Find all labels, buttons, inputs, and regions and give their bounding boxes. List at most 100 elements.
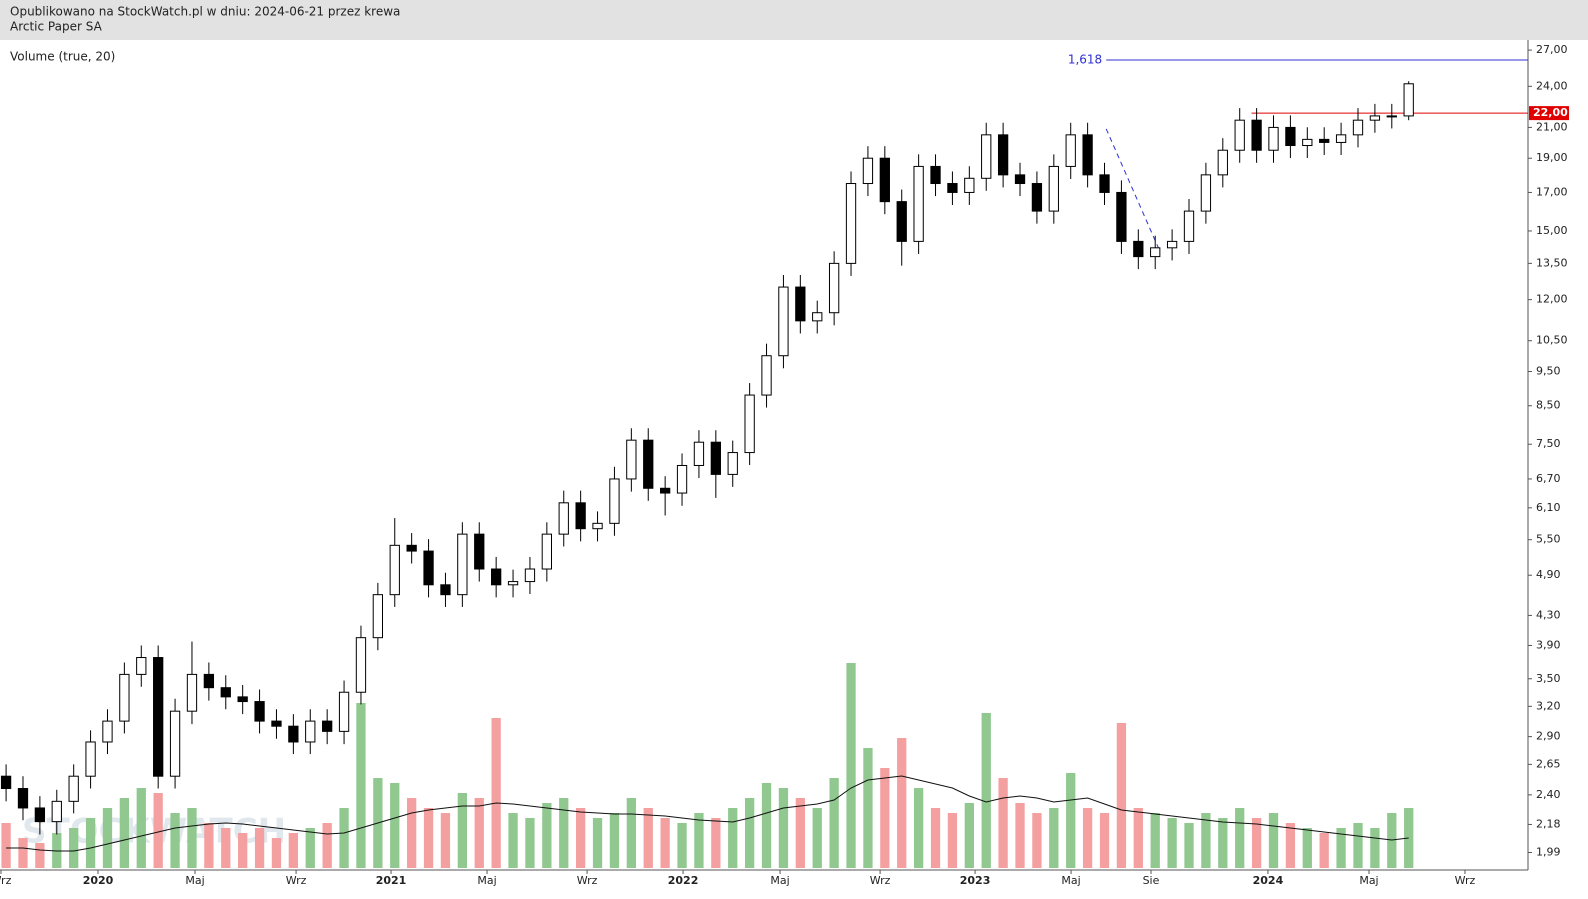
volume-bar xyxy=(694,813,704,868)
candle-body xyxy=(845,183,857,264)
candle-body xyxy=(237,696,248,703)
candle-body xyxy=(136,657,147,675)
volume-bar xyxy=(102,808,113,868)
candle-body xyxy=(51,800,62,823)
volume-bar xyxy=(998,778,1008,868)
x-tick-label: Wrz xyxy=(0,874,12,887)
volume-bar xyxy=(947,813,958,868)
x-tick-label: 2022 xyxy=(668,874,699,887)
y-tick-label: 3,90 xyxy=(1536,638,1561,651)
candle-body xyxy=(1302,138,1313,147)
volume-bar xyxy=(204,823,214,868)
candle-body xyxy=(186,673,198,712)
candle-body xyxy=(964,177,975,193)
y-tick-label: 7,50 xyxy=(1536,437,1561,450)
volume-bar xyxy=(795,798,805,868)
volume-bar xyxy=(964,803,974,868)
volume-bar xyxy=(778,788,789,868)
y-tick-label: 6,70 xyxy=(1536,472,1561,485)
candle-body xyxy=(778,286,789,357)
x-tick-label: 2021 xyxy=(376,874,407,887)
volume-bar xyxy=(1201,813,1211,868)
volume-bar xyxy=(1082,808,1093,868)
candle-body xyxy=(558,502,569,535)
y-tick-label: 24,00 xyxy=(1536,79,1568,92)
volume-bar xyxy=(897,738,907,868)
volume-bar xyxy=(1116,723,1127,868)
candle-body xyxy=(169,710,181,777)
volume-bar xyxy=(305,828,315,868)
volume-bar xyxy=(525,818,535,868)
volume-bar xyxy=(491,718,501,868)
x-tick-label: Wrz xyxy=(870,874,891,887)
x-tick-label: Sie xyxy=(1143,874,1160,887)
volume-bar xyxy=(187,808,197,868)
candle-body xyxy=(102,720,113,743)
volume-bar xyxy=(559,798,569,868)
y-tick-label: 1,99 xyxy=(1536,846,1561,859)
x-tick-label: 2024 xyxy=(1253,874,1284,887)
candle-body xyxy=(68,775,79,802)
candle-body xyxy=(1251,119,1262,151)
candle-body xyxy=(879,157,890,203)
candle-body xyxy=(474,533,485,570)
volume-bar xyxy=(85,818,96,868)
volume-bar xyxy=(18,838,28,868)
candle-body xyxy=(1386,115,1397,118)
volume-bar xyxy=(254,828,265,868)
candle-body xyxy=(609,478,620,524)
candle-body xyxy=(1403,83,1414,117)
candle-body xyxy=(305,720,316,743)
candle-body xyxy=(1335,134,1347,143)
volume-bar xyxy=(880,768,890,868)
y-tick-label: 2,40 xyxy=(1536,788,1561,801)
volume-bar xyxy=(863,748,873,868)
y-tick-label: 6,10 xyxy=(1536,501,1561,514)
y-tick-label: 2,18 xyxy=(1536,817,1561,830)
candle-body xyxy=(1369,115,1381,121)
volume-bar xyxy=(35,843,45,868)
y-tick-label: 5,50 xyxy=(1536,533,1561,546)
candle-body xyxy=(1031,183,1043,212)
volume-ma-line xyxy=(6,775,1409,852)
volume-bar xyxy=(1302,828,1312,868)
volume-bar xyxy=(119,798,130,868)
volume-bar xyxy=(1235,808,1245,868)
volume-bar xyxy=(271,838,282,868)
x-tick-label: Wrz xyxy=(577,874,598,887)
volume-bar xyxy=(288,833,299,868)
level-label: 1,618 xyxy=(1068,53,1102,67)
candle-body xyxy=(930,165,941,185)
volume-bar xyxy=(846,663,856,868)
x-tick-label: 2020 xyxy=(83,874,114,887)
y-tick-label: 4,30 xyxy=(1536,608,1561,621)
candle-body xyxy=(795,286,806,322)
candle-body xyxy=(659,487,671,494)
candle-body xyxy=(491,568,502,586)
candle-body xyxy=(1200,174,1212,212)
candle-body xyxy=(575,502,586,530)
candle-body xyxy=(338,691,350,732)
volume-bar xyxy=(1353,823,1363,868)
candle-body xyxy=(34,807,46,823)
candle-body xyxy=(1319,138,1330,143)
volume-bar xyxy=(423,808,434,868)
candle-body xyxy=(981,134,992,179)
x-tick-label: Maj xyxy=(1359,874,1378,887)
volume-bar xyxy=(829,778,839,868)
y-tick-label: 3,20 xyxy=(1536,699,1561,712)
y-tick-label: 19,00 xyxy=(1536,151,1568,164)
candle-body xyxy=(524,568,536,583)
volume-bar xyxy=(744,798,755,868)
volume-bar xyxy=(1218,818,1228,868)
volume-bar xyxy=(1133,808,1143,868)
x-tick-label: Maj xyxy=(1061,874,1080,887)
candle-body xyxy=(406,544,417,552)
candle-body xyxy=(85,741,96,777)
x-tick-label: Wrz xyxy=(1455,874,1476,887)
x-tick-label: 2023 xyxy=(960,874,991,887)
volume-bar xyxy=(660,818,670,868)
volume-bar xyxy=(913,788,924,868)
candle-body xyxy=(0,775,12,790)
